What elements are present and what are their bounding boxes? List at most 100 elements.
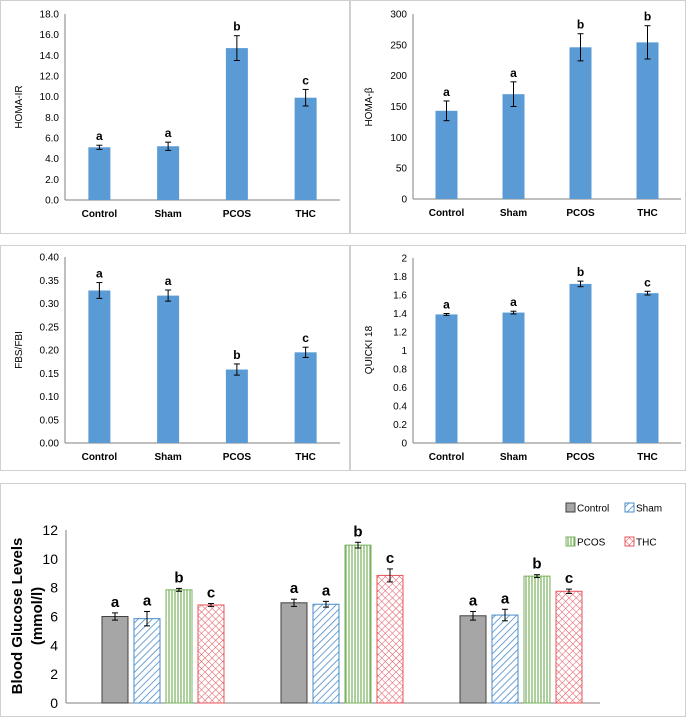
homa-ir-x-tick-label: Sham (155, 209, 182, 220)
glucose-significance-letter: a (322, 582, 331, 599)
homa-ir-ytick-label: 14.0 (40, 51, 60, 62)
homa-beta-ytick-label: 50 (396, 164, 408, 175)
homa-ir-ytick-label: 4.0 (45, 154, 59, 165)
glucose-bar-thc (197, 604, 225, 704)
homa-beta-significance-letter: a (510, 66, 517, 80)
quicki-significance-letter: c (644, 275, 651, 289)
homa-ir-bar-sham (157, 146, 180, 200)
glucose-significance-letter: c (207, 585, 215, 602)
glucose-bar-pcos (523, 575, 551, 704)
quicki-ytick-label: 1 (401, 346, 407, 357)
fbs-fbi-x-tick-label: Sham (155, 452, 182, 463)
homa-beta-x-tick-label: PCOS (566, 208, 595, 219)
homa-beta-ytick-label: 100 (390, 133, 407, 144)
homa-beta-bar-sham (502, 94, 525, 199)
homa-beta-bar-thc (636, 42, 659, 199)
homa-beta-x-tick-label: Sham (500, 208, 527, 219)
fbs-fbi-significance-letter: a (96, 267, 103, 281)
glucose-bar-control (101, 616, 129, 704)
quicki-ytick-label: 0.8 (393, 365, 407, 376)
glucose-legend-swatch-pcos (565, 536, 576, 547)
fbs-fbi-significance-letter: a (165, 274, 172, 288)
glucose-bar-sham (133, 618, 161, 704)
glucose-significance-letter: b (353, 523, 362, 540)
glucose-legend-swatch-sham (624, 502, 635, 513)
glucose-ytick-label: 10 (42, 551, 58, 567)
homa-beta-significance-letter: b (644, 10, 651, 24)
glucose-legend-label-control: Control (577, 504, 609, 515)
fbs-fbi-ytick-label: 0.35 (40, 276, 60, 287)
glucose-significance-letter: b (174, 569, 183, 586)
glucose-significance-letter: a (290, 580, 299, 597)
homa-beta-x-tick-label: Control (429, 208, 465, 219)
glucose-y-axis-label: Blood Glucose Levels (9, 538, 26, 695)
homa-beta-ytick-label: 200 (390, 71, 407, 82)
homa-beta-bar-control (435, 110, 458, 199)
glucose-legend-label-sham: Sham (636, 504, 662, 515)
glucose-ytick-label: 12 (42, 522, 58, 538)
glucose-significance-letter: a (501, 590, 510, 607)
quicki-ytick-label: 0.4 (393, 402, 407, 413)
homa-beta-ytick-label: 250 (390, 40, 407, 51)
quicki-bar-sham (502, 312, 525, 443)
quicki-ytick-label: 0.2 (393, 420, 407, 431)
quicki-significance-letter: b (577, 265, 584, 279)
glucose-y-axis-label-units: (mmol/l) (29, 587, 46, 645)
homa-ir-ytick-label: 0.0 (45, 196, 59, 207)
quicki-ytick-label: 2 (401, 254, 407, 265)
glucose-legend-label-pcos: PCOS (577, 538, 606, 549)
glucose-legend-swatch-thc (624, 536, 635, 547)
fbs-fbi-ytick-label: 0.40 (40, 253, 60, 264)
homa-ir-x-tick-label: Control (82, 209, 118, 220)
quicki-x-tick-label: THC (637, 452, 658, 463)
fbs-fbi-significance-letter: c (302, 331, 309, 345)
glucose-bar-sham (491, 614, 519, 704)
glucose-legend-swatch-control (565, 502, 576, 513)
homa-ir-ytick-label: 18.0 (40, 10, 60, 21)
homa-ir-x-tick-label: THC (295, 209, 316, 220)
glucose-bar-control (459, 615, 487, 704)
quicki-ytick-label: 0.6 (393, 383, 407, 394)
fbs-fbi-ytick-label: 0.20 (40, 346, 60, 357)
quicki-x-tick-label: PCOS (566, 452, 595, 463)
glucose-bar-sham (312, 603, 340, 704)
fbs-fbi-bar-control (88, 290, 111, 443)
glucose-ytick-label: 6 (50, 609, 58, 625)
homa-beta-significance-letter: a (443, 85, 450, 99)
homa-ir-ytick-label: 8.0 (45, 113, 59, 124)
homa-ir-significance-letter: a (96, 129, 103, 143)
homa-ir-x-tick-label: PCOS (223, 209, 252, 220)
fbs-fbi-ytick-label: 0.00 (40, 439, 60, 450)
fbs-fbi-ytick-label: 0.10 (40, 392, 60, 403)
fbs-fbi-x-tick-label: PCOS (223, 452, 252, 463)
glucose-bar-thc (376, 574, 404, 704)
fbs-fbi-ytick-label: 0.30 (40, 299, 60, 310)
glucose-ytick-label: 4 (50, 637, 58, 653)
homa-ir-significance-letter: c (302, 73, 309, 87)
glucose-bar-pcos (344, 544, 372, 704)
quicki-bar-control (435, 314, 458, 443)
glucose-significance-letter: a (143, 592, 152, 609)
glucose-significance-letter: c (565, 570, 573, 587)
quicki-significance-letter: a (443, 298, 450, 312)
glucose-significance-letter: a (111, 594, 120, 611)
glucose-significance-letter: c (386, 550, 394, 567)
glucose-ytick-label: 0 (50, 695, 58, 711)
glucose-significance-letter: b (532, 556, 541, 573)
homa-ir-bar-control (88, 147, 111, 200)
quicki-x-tick-label: Control (429, 452, 465, 463)
homa-ir-bar-pcos (225, 48, 248, 200)
homa-beta-ytick-label: 0 (401, 195, 407, 206)
quicki-bar-pcos (569, 283, 592, 443)
glucose-bar-pcos (165, 589, 193, 704)
quicki-ytick-label: 1.2 (393, 328, 407, 339)
homa-beta-bar-pcos (569, 47, 592, 199)
homa-ir-ytick-label: 12.0 (40, 72, 60, 83)
homa-beta-y-axis-label: HOMA-β (364, 87, 375, 126)
homa-ir-significance-letter: a (165, 126, 172, 140)
fbs-fbi-ytick-label: 0.15 (40, 369, 60, 380)
quicki-bar-thc (636, 293, 659, 443)
fbs-fbi-bar-sham (157, 295, 180, 443)
homa-ir-ytick-label: 10.0 (40, 92, 60, 103)
